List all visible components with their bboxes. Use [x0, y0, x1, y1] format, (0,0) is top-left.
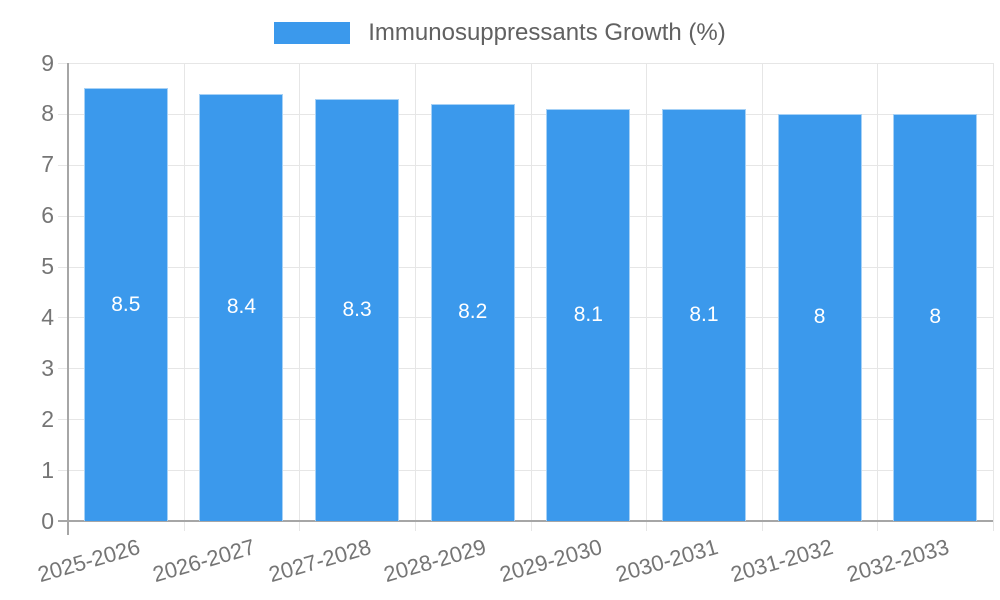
x-gridline [993, 63, 994, 531]
bar-value-label: 8.1 [573, 302, 603, 326]
bar-value-label: 8.4 [226, 295, 257, 319]
chart-legend[interactable]: Immunosuppressants Growth (%) [0, 19, 1000, 47]
y-tick-mark [58, 368, 68, 370]
x-tick-label: 2026-2027 [150, 534, 259, 588]
y-tick-mark [58, 317, 68, 319]
bar[interactable] [661, 108, 746, 521]
x-gridline [761, 63, 763, 531]
x-tick-label: 2030-2031 [612, 534, 721, 588]
x-gridline [877, 63, 879, 531]
y-tick-mark [58, 266, 68, 268]
x-tick-label: 2028-2029 [381, 534, 490, 588]
x-tick-label: 2029-2030 [496, 534, 605, 588]
legend-color-swatch [274, 22, 351, 44]
bar-value-label: 8 [929, 305, 942, 329]
bar-value-label: 8 [813, 305, 826, 329]
x-gridline [646, 63, 648, 531]
bar-value-label: 8.3 [342, 297, 372, 321]
y-tick-label: 7 [41, 151, 54, 178]
y-tick-mark [58, 470, 68, 472]
y-tick-mark [58, 419, 68, 421]
bar-value-label: 8.1 [689, 302, 719, 326]
x-tick-label: 2027-2028 [265, 534, 374, 588]
y-axis-line [67, 63, 69, 535]
x-tick-label: 2025-2026 [34, 534, 143, 588]
bar[interactable] [430, 103, 515, 521]
y-tick-mark [58, 215, 68, 217]
bar-value-label: 8.2 [458, 300, 488, 324]
bar-value-label: 8.5 [111, 292, 141, 316]
x-gridline [530, 63, 532, 531]
y-tick-label: 1 [41, 456, 54, 483]
x-gridline [414, 63, 416, 531]
x-gridline [299, 63, 301, 531]
y-tick-label: 5 [41, 253, 54, 280]
x-axis-line [58, 520, 993, 522]
x-gridline [183, 63, 185, 531]
legend-label: Immunosuppressants Growth (%) [368, 19, 726, 46]
bar[interactable] [199, 93, 284, 521]
y-tick-label: 6 [41, 202, 54, 229]
y-tick-label: 9 [41, 49, 54, 76]
bar[interactable] [893, 113, 978, 521]
y-tick-mark [58, 63, 68, 64]
y-tick-label: 2 [41, 405, 54, 432]
y-tick-label: 4 [41, 303, 54, 330]
x-tick-label: 2032-2033 [843, 534, 952, 588]
bar[interactable] [777, 113, 862, 521]
y-tick-label: 3 [41, 354, 54, 381]
bar[interactable] [315, 98, 400, 521]
y-tick-mark [58, 113, 68, 115]
y-tick-label: 0 [41, 507, 54, 534]
x-tick-label: 2031-2032 [728, 534, 837, 588]
y-tick-mark [58, 164, 68, 166]
bar[interactable] [83, 88, 168, 521]
bar[interactable] [546, 108, 631, 521]
y-tick-label: 8 [41, 100, 54, 127]
